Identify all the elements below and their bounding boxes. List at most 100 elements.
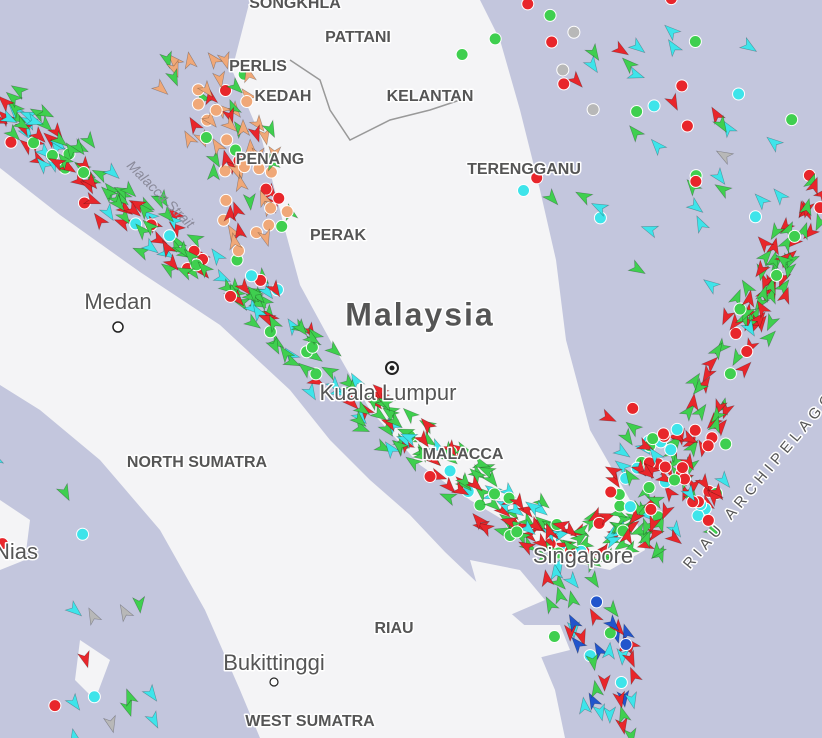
ship-marker[interactable] [637,528,655,549]
ship-marker[interactable] [776,285,794,306]
ship-marker[interactable] [67,727,83,738]
ship-marker[interactable] [417,414,438,436]
ship-marker[interactable] [612,442,633,462]
ship-marker[interactable] [590,640,609,661]
ship-marker[interactable] [765,250,781,270]
ship-marker[interactable] [584,42,604,64]
ship-marker[interactable] [275,343,296,364]
ship-marker[interactable] [664,0,678,6]
ship-marker[interactable] [174,262,195,281]
ship-marker[interactable] [766,221,786,243]
ship-marker[interactable] [237,160,251,174]
ship-marker[interactable] [0,92,16,113]
ship-marker[interactable] [76,527,90,541]
ship-marker[interactable] [471,482,492,503]
ship-marker[interactable] [763,133,785,153]
ship-marker[interactable] [625,665,644,686]
ship-marker[interactable] [798,197,815,217]
ship-marker[interactable] [263,325,277,339]
ship-marker[interactable] [703,486,724,507]
ship-marker[interactable] [48,699,62,713]
ship-marker[interactable] [102,162,123,183]
ship-marker[interactable] [612,456,633,477]
ship-marker[interactable] [664,528,685,548]
ship-marker[interactable] [12,114,33,135]
ship-marker[interactable] [658,460,672,474]
ship-marker[interactable] [33,154,54,175]
ship-marker[interactable] [252,162,266,176]
ship-marker[interactable] [236,118,251,137]
ship-marker[interactable] [132,595,147,614]
ship-marker[interactable] [551,518,571,534]
ship-marker[interactable] [728,347,747,369]
ship-marker[interactable] [586,103,600,117]
ship-marker[interactable] [805,175,822,196]
ship-marker[interactable] [664,443,678,457]
ship-marker[interactable] [412,446,433,466]
ship-marker[interactable] [691,401,711,422]
ship-marker[interactable] [268,145,282,164]
ship-marker[interactable] [639,221,660,239]
ship-marker[interactable] [769,185,790,206]
ship-marker[interactable] [455,48,469,62]
ship-marker[interactable] [563,624,578,643]
ship-marker[interactable] [647,135,668,157]
ship-marker[interactable] [0,537,9,551]
ship-marker[interactable] [349,410,370,431]
ship-marker[interactable] [163,229,177,243]
ship-marker[interactable] [644,502,658,516]
ship-marker[interactable] [61,139,82,161]
ship-marker[interactable] [541,187,563,209]
ship-marker[interactable] [275,219,289,233]
ship-marker[interactable] [402,452,424,473]
ship-marker[interactable] [656,427,670,441]
ship-marker[interactable] [685,196,706,217]
ship-marker[interactable] [718,117,738,139]
ship-marker[interactable] [261,119,280,140]
ship-marker[interactable] [702,521,723,541]
ship-marker[interactable] [121,687,139,707]
ship-marker[interactable] [220,133,234,147]
ship-marker[interactable] [218,149,235,169]
ship-marker[interactable] [247,124,265,144]
ship-marker[interactable] [535,549,555,565]
ship-marker[interactable] [630,105,644,119]
ship-marker[interactable] [280,205,294,219]
ship-marker[interactable] [685,392,700,412]
ship-marker[interactable] [689,377,710,398]
ship-marker[interactable] [545,35,559,49]
ship-marker[interactable] [602,461,624,481]
ship-marker[interactable] [647,99,661,113]
ship-marker[interactable] [55,482,75,504]
ship-marker[interactable] [473,498,487,512]
ship-marker[interactable] [440,448,461,468]
ship-marker[interactable] [233,173,249,193]
ship-marker[interactable] [813,201,822,215]
ship-marker[interactable] [614,675,628,689]
ship-marker[interactable] [675,79,689,93]
ship-marker[interactable] [642,481,656,495]
ship-marker[interactable] [58,157,79,178]
ship-marker[interactable] [707,405,727,426]
ship-marker[interactable] [488,32,502,46]
ship-marker[interactable] [729,326,743,340]
ship-marker[interactable] [232,221,248,241]
ship-marker[interactable] [46,153,67,173]
ship-marker[interactable] [115,602,135,623]
ship-marker[interactable] [719,437,733,451]
ship-marker[interactable] [0,109,20,128]
ship-marker[interactable] [581,553,602,574]
ship-marker[interactable] [694,472,714,494]
ship-marker[interactable] [700,275,722,295]
ship-marker[interactable] [727,287,746,308]
ship-marker[interactable] [618,54,640,75]
ship-marker[interactable] [623,417,644,438]
ship-marker[interactable] [585,652,601,672]
ship-marker[interactable] [185,114,205,136]
ship-marker[interactable] [8,81,30,101]
ship-marker[interactable] [597,508,617,526]
ship-marker[interactable] [585,606,605,627]
ship-marker[interactable] [751,190,772,211]
ship-marker[interactable] [680,119,694,133]
ship-marker[interactable] [342,378,363,400]
